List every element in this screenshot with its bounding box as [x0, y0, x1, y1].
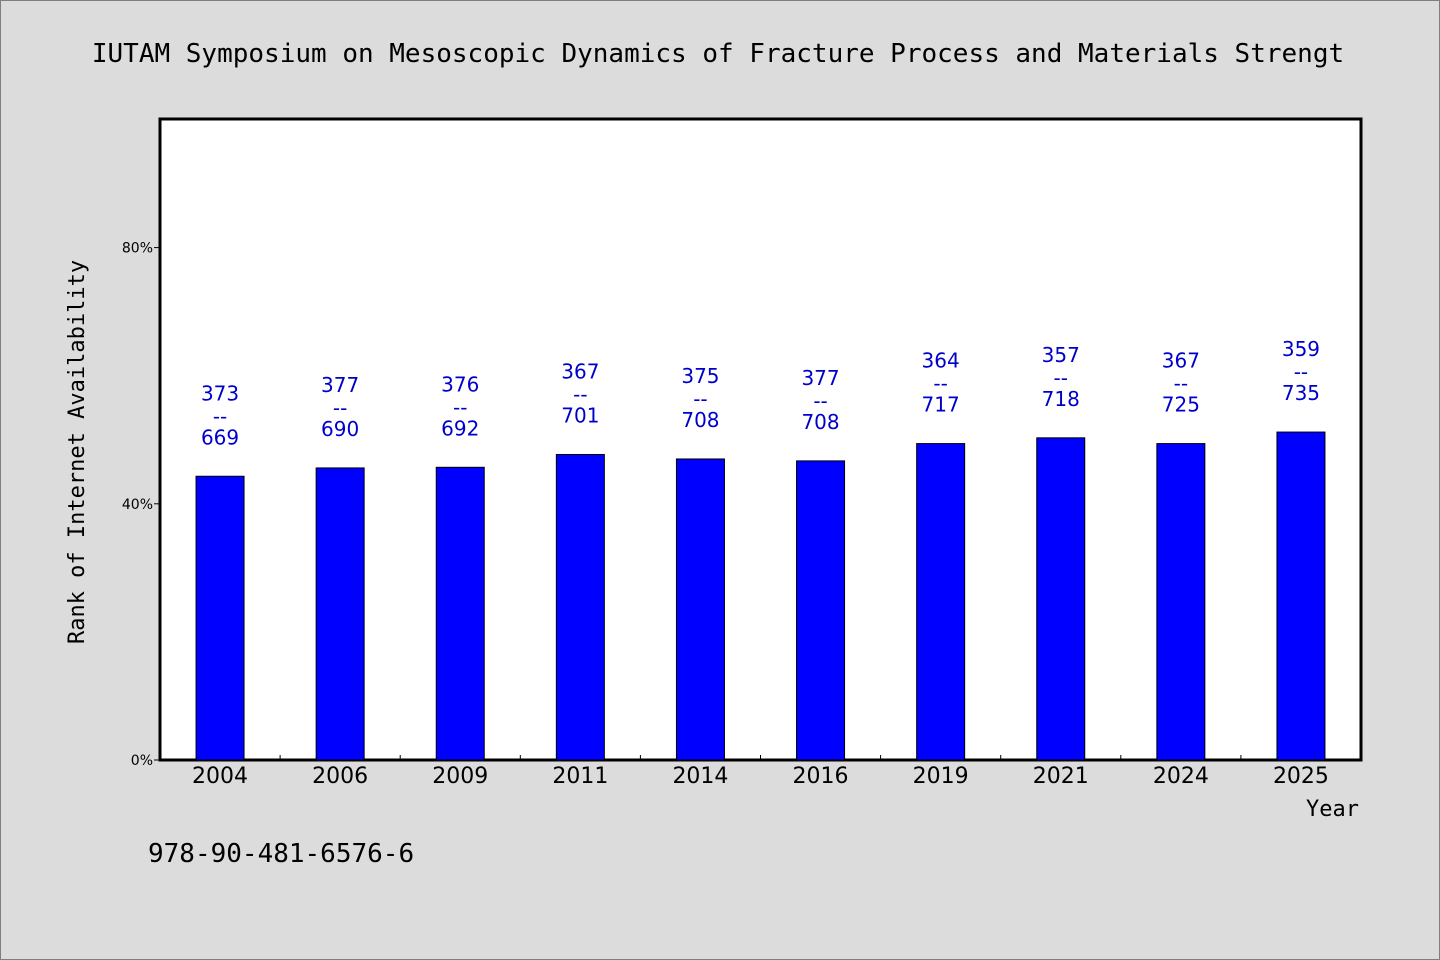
y-axis: 0% 40% 80% [122, 241, 160, 769]
bar [1156, 443, 1206, 761]
data-label-top: 373 [201, 381, 239, 405]
data-label-bottom: 692 [441, 416, 479, 440]
bar [315, 467, 365, 761]
x-axis-label: Year [1306, 797, 1359, 822]
isbn-footnote: 978-90-481-6576-6 [148, 839, 414, 869]
data-label-separator: -- [693, 387, 707, 411]
data-label-bottom: 735 [1282, 381, 1320, 405]
data-label-top: 377 [321, 373, 359, 397]
data-label-bottom: 708 [681, 408, 719, 432]
x-tick-label: 2011 [552, 764, 608, 789]
data-label-top: 377 [801, 366, 839, 390]
data-label-top: 375 [681, 364, 719, 388]
x-axis: 2004 2006 2009 2011 2014 2016 2019 2021 2024 2025 [192, 755, 1329, 789]
data-labels-group: 669--373690--377692--376701--367708--375… [201, 337, 1320, 449]
data-label-separator: -- [933, 372, 947, 396]
data-label-separator: -- [333, 396, 347, 420]
data-label-separator: -- [1294, 360, 1308, 384]
data-label-bottom: 669 [201, 425, 239, 449]
data-label-top: 357 [1042, 343, 1080, 367]
data-label-top: 367 [1162, 349, 1200, 373]
data-label-top: 359 [1282, 337, 1320, 361]
data-label-separator: -- [813, 389, 827, 413]
x-tick-label: 2024 [1153, 764, 1209, 789]
data-label-separator: -- [573, 382, 587, 406]
y-tick-label: 0% [131, 753, 153, 769]
x-tick-label: 2025 [1273, 764, 1329, 789]
data-label-separator: -- [213, 404, 227, 428]
data-label-bottom: 718 [1042, 387, 1080, 411]
bar [675, 458, 725, 761]
bar [1276, 431, 1326, 761]
x-tick-label: 2006 [312, 764, 368, 789]
bar [195, 475, 245, 761]
x-tick-label: 2019 [913, 764, 969, 789]
x-tick-label: 2009 [432, 764, 488, 789]
y-tick-label: 40% [122, 497, 153, 513]
y-axis-label: Rank of Internet Availability [65, 260, 90, 644]
bar [555, 453, 605, 761]
chart-title: IUTAM Symposium on Mesoscopic Dynamics o… [92, 39, 1344, 69]
x-tick-label: 2014 [672, 764, 728, 789]
bars-group [195, 431, 1326, 761]
data-label-top: 364 [922, 349, 960, 373]
data-label-top: 367 [561, 359, 599, 383]
bar [435, 466, 485, 761]
data-label-bottom: 701 [561, 403, 599, 427]
data-label-bottom: 690 [321, 417, 359, 441]
x-tick-label: 2004 [192, 764, 248, 789]
data-label-bottom: 725 [1162, 393, 1200, 417]
data-label-bottom: 708 [801, 410, 839, 434]
data-label-top: 376 [441, 372, 479, 396]
data-label-separator: -- [453, 395, 467, 419]
bar [916, 443, 966, 761]
y-tick-label: 80% [122, 241, 153, 257]
data-label-bottom: 717 [922, 393, 960, 417]
data-label-separator: -- [1174, 372, 1188, 396]
bar [796, 460, 846, 761]
x-tick-label: 2016 [793, 764, 849, 789]
x-tick-label: 2021 [1033, 764, 1089, 789]
bar [1036, 437, 1086, 761]
data-label-separator: -- [1054, 366, 1068, 390]
